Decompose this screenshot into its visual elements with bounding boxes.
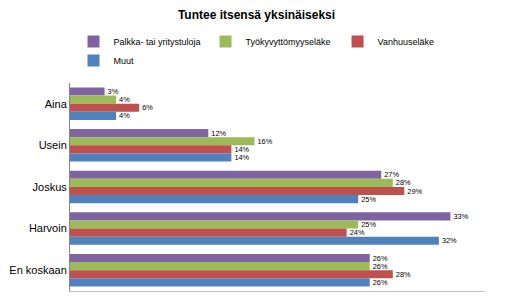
- svg-text:26%: 26%: [373, 278, 388, 287]
- svg-text:12%: 12%: [211, 129, 226, 138]
- svg-text:4%: 4%: [119, 111, 130, 120]
- svg-text:28%: 28%: [396, 178, 411, 187]
- svg-text:Aina: Aina: [45, 98, 68, 110]
- svg-text:28%: 28%: [396, 270, 411, 279]
- svg-text:Tuntee itsensä yksinäiseksi: Tuntee itsensä yksinäiseksi: [178, 8, 335, 22]
- svg-text:Työkyvyttömyyseläke: Työkyvyttömyyseläke: [246, 37, 331, 47]
- svg-text:Usein: Usein: [39, 139, 67, 151]
- svg-text:Palkka- tai yritystuloja: Palkka- tai yritystuloja: [114, 37, 201, 47]
- svg-text:26%: 26%: [373, 262, 388, 271]
- svg-text:24%: 24%: [350, 228, 365, 237]
- svg-text:29%: 29%: [407, 187, 422, 196]
- svg-text:Joskus: Joskus: [33, 181, 68, 193]
- svg-text:14%: 14%: [234, 153, 249, 162]
- svg-text:4%: 4%: [119, 95, 130, 104]
- svg-text:Muut: Muut: [114, 56, 135, 66]
- svg-text:Vanhuuseläke: Vanhuuseläke: [378, 37, 434, 47]
- svg-text:25%: 25%: [361, 220, 376, 229]
- svg-text:27%: 27%: [384, 170, 399, 179]
- svg-text:33%: 33%: [453, 212, 468, 221]
- svg-text:32%: 32%: [442, 236, 457, 245]
- svg-text:6%: 6%: [142, 103, 153, 112]
- svg-text:16%: 16%: [257, 137, 272, 146]
- svg-text:14%: 14%: [234, 145, 249, 154]
- svg-text:En koskaan: En koskaan: [9, 264, 66, 276]
- svg-text:3%: 3%: [108, 87, 119, 96]
- svg-text:26%: 26%: [373, 254, 388, 263]
- svg-text:Harvoin: Harvoin: [29, 222, 67, 234]
- svg-text:25%: 25%: [361, 195, 376, 204]
